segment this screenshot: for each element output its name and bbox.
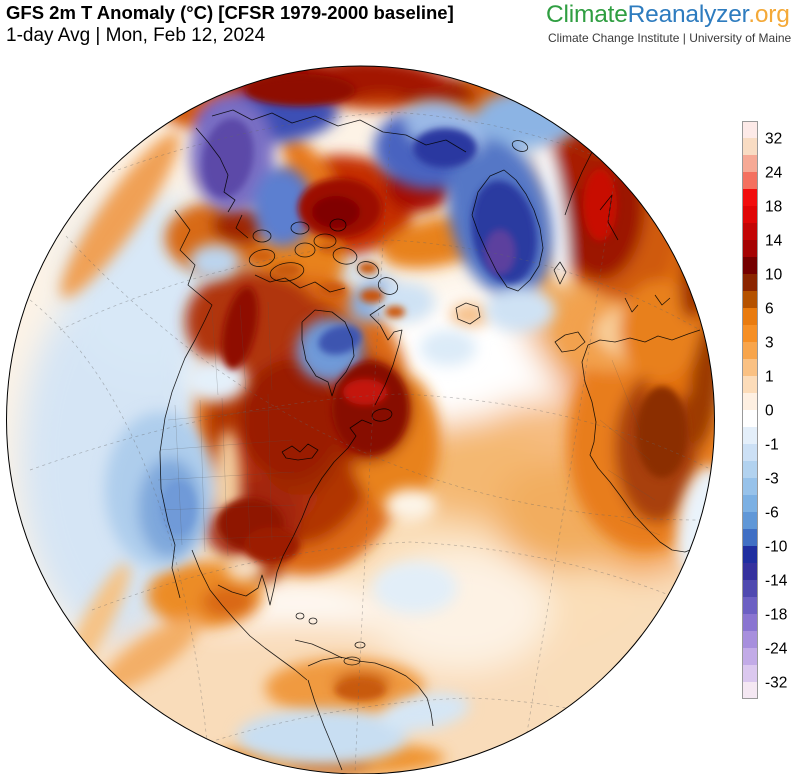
svg-text:-18: -18 — [765, 607, 787, 624]
svg-text:-32: -32 — [765, 675, 787, 692]
svg-text:18: 18 — [765, 199, 782, 216]
svg-text:-1: -1 — [765, 437, 779, 454]
svg-text:-6: -6 — [765, 505, 779, 522]
svg-text:-24: -24 — [765, 641, 788, 658]
svg-text:-14: -14 — [765, 573, 788, 590]
svg-text:24: 24 — [765, 165, 783, 182]
svg-text:10: 10 — [765, 267, 783, 284]
svg-text:6: 6 — [765, 301, 774, 318]
svg-text:0: 0 — [765, 403, 774, 420]
svg-text:32: 32 — [765, 131, 782, 148]
svg-text:3: 3 — [765, 335, 774, 352]
svg-text:-10: -10 — [765, 539, 788, 556]
svg-text:14: 14 — [765, 233, 783, 250]
svg-text:-3: -3 — [765, 471, 779, 488]
svg-text:1: 1 — [765, 369, 774, 386]
